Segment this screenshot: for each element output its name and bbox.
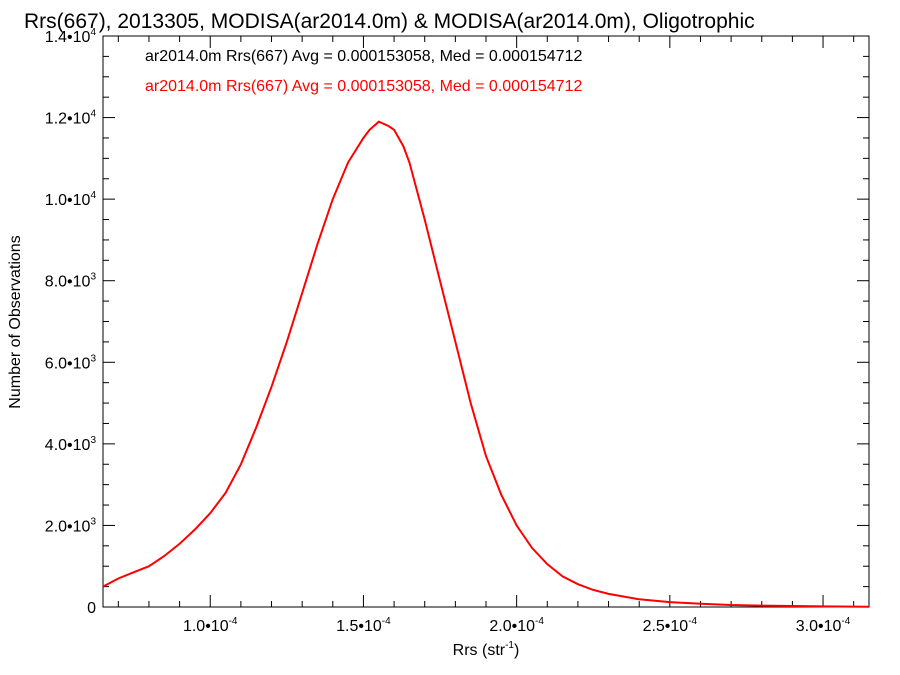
- y-axis-label: Number of Observations: [7, 235, 24, 408]
- x-tick-label: 2.0•10-4: [489, 616, 544, 635]
- annotation-black: ar2014.0m Rrs(667) Avg = 0.000153058, Me…: [145, 48, 582, 65]
- x-tick-label: 1.5•10-4: [336, 616, 391, 635]
- y-tick-label: 1.2•104: [45, 109, 97, 128]
- y-tick-label: 1.0•104: [45, 190, 97, 209]
- x-tick-label: 1.0•10-4: [183, 616, 238, 635]
- x-tick-label: 3.0•10-4: [796, 616, 851, 635]
- y-tick-label: 0: [87, 600, 96, 617]
- y-tick-label: 1.4•104: [45, 27, 97, 46]
- annotation-red: ar2014.0m Rrs(667) Avg = 0.000153058, Me…: [145, 78, 582, 95]
- chart-title: Rrs(667), 2013305, MODISA(ar2014.0m) & M…: [24, 10, 755, 33]
- x-tick-label: 2.5•10-4: [643, 616, 698, 635]
- y-tick-label: 4.0•103: [45, 435, 97, 454]
- axis-tick-labels: 1.0•10-4 1.5•10-4 2.0•10-4 2.5•10-4 3.0•10-4…: [45, 27, 851, 635]
- series-line: [102, 120, 870, 608]
- y-tick-label: 8.0•103: [45, 272, 97, 291]
- axis-ticks: [103, 35, 869, 608]
- y-tick-label: 2.0•103: [45, 516, 97, 535]
- x-axis-label: Rrs (str-1): [453, 640, 520, 659]
- y-tick-label: 6.0•103: [45, 353, 97, 372]
- plot-frame: [102, 35, 870, 608]
